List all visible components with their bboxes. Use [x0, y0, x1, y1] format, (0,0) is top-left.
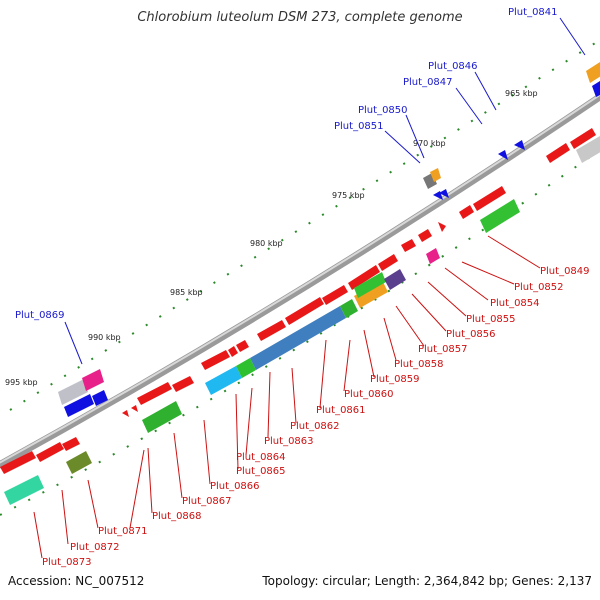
gene-block[interactable] [228, 346, 238, 357]
gene-label-plut-0857[interactable]: Plut_0857 [418, 344, 468, 355]
outer-tick-track [9, 39, 600, 411]
gene-label-plut-0862[interactable]: Plut_0862 [290, 421, 340, 432]
gene-block[interactable] [576, 136, 600, 163]
gene-label-plut-0860[interactable]: Plut_0860 [344, 389, 394, 400]
gene-block[interactable] [426, 248, 440, 264]
genome-backbone-highlight [0, 93, 600, 464]
gene-block[interactable] [285, 297, 324, 325]
gene-label-plut-0867[interactable]: Plut_0867 [182, 496, 232, 507]
gene-block[interactable] [340, 299, 358, 318]
gene-block[interactable] [498, 150, 508, 160]
gene-block[interactable] [439, 189, 449, 198]
gene-label-plut-0868[interactable]: Plut_0868 [152, 511, 202, 522]
gene-label-plut-0858[interactable]: Plut_0858 [394, 359, 444, 370]
scale-label-980: 980 kbp [250, 239, 283, 248]
outer-genes [58, 62, 600, 417]
gene-label-plut-0866[interactable]: Plut_0866 [210, 481, 260, 492]
gene-block[interactable] [201, 350, 230, 370]
gene-block[interactable] [205, 366, 242, 395]
gene-label-plut-0865[interactable]: Plut_0865 [236, 466, 286, 477]
gene-label-plut-0856[interactable]: Plut_0856 [446, 329, 496, 340]
gene-block[interactable] [66, 451, 92, 474]
scale-label-985: 985 kbp [170, 288, 203, 297]
scale-label-990: 990 kbp [88, 333, 121, 342]
gene-block[interactable] [257, 320, 286, 341]
gene-block[interactable] [172, 376, 194, 392]
gene-label-plut-0864[interactable]: Plut_0864 [236, 452, 286, 463]
gene-block[interactable] [82, 369, 104, 391]
gene-label-plut-0859[interactable]: Plut_0859 [370, 374, 420, 385]
gene-label-plut-0869[interactable]: Plut_0869 [15, 310, 65, 321]
gene-block[interactable] [592, 81, 600, 97]
gene-block[interactable] [418, 229, 432, 242]
gene-block[interactable] [4, 475, 44, 505]
gene-block[interactable] [514, 140, 525, 150]
gene-block[interactable] [473, 186, 506, 211]
blue-leaders [64, 17, 586, 365]
red-leaders [33, 235, 541, 559]
gene-block[interactable] [36, 442, 64, 462]
gene-label-plut-0872[interactable]: Plut_0872 [70, 542, 120, 553]
gene-block[interactable] [236, 358, 256, 378]
scale-label-995: 995 kbp [5, 378, 38, 387]
scale-label-975: 975 kbp [332, 191, 365, 200]
gene-block[interactable] [131, 405, 138, 412]
gene-block[interactable] [142, 401, 182, 433]
gene-block[interactable] [64, 394, 94, 417]
gene-block[interactable] [459, 205, 474, 219]
gene-block[interactable] [546, 143, 570, 163]
gene-block[interactable] [354, 272, 386, 298]
gene-block[interactable] [438, 222, 446, 232]
gene-block[interactable] [401, 239, 416, 252]
inner-tick-track [0, 149, 600, 516]
gene-block[interactable] [384, 269, 406, 290]
feature-genes [4, 136, 600, 505]
accession-label: Accession: NC_007512 [8, 574, 145, 588]
gene-block[interactable] [122, 410, 129, 417]
scale-label-965: 965 kbp [505, 89, 538, 98]
gene-block[interactable] [58, 379, 88, 405]
gene-label-plut-0861[interactable]: Plut_0861 [316, 405, 366, 416]
gene-label-plut-0847[interactable]: Plut_0847 [403, 77, 453, 88]
gene-block[interactable] [62, 437, 80, 451]
gene-block[interactable] [480, 199, 520, 233]
gene-label-plut-0854[interactable]: Plut_0854 [490, 298, 540, 309]
gene-label-plut-0841[interactable]: Plut_0841 [508, 7, 558, 18]
gene-block[interactable] [322, 285, 348, 305]
gene-block[interactable] [378, 254, 398, 271]
gene-block[interactable] [250, 306, 346, 370]
gene-block[interactable] [92, 390, 108, 406]
gene-label-plut-0850[interactable]: Plut_0850 [358, 105, 408, 116]
genome-backbone [0, 92, 600, 469]
gene-label-plut-0871[interactable]: Plut_0871 [98, 526, 148, 537]
gene-label-plut-0849[interactable]: Plut_0849 [540, 266, 590, 277]
genome-summary: Topology: circular; Length: 2,364,842 bp… [262, 574, 592, 588]
gene-block[interactable] [586, 62, 600, 83]
gene-label-plut-0855[interactable]: Plut_0855 [466, 314, 516, 325]
gene-block[interactable] [430, 168, 441, 182]
gene-label-plut-0873[interactable]: Plut_0873 [42, 557, 92, 568]
gene-block[interactable] [0, 451, 36, 474]
gene-block[interactable] [236, 340, 249, 352]
scale-label-970: 970 kbp [413, 139, 446, 148]
gene-block[interactable] [354, 280, 388, 308]
gene-block[interactable] [570, 128, 596, 149]
forward-genes [0, 128, 596, 474]
gene-label-plut-0863[interactable]: Plut_0863 [264, 436, 314, 447]
map-title: Chlorobium luteolum DSM 273, complete ge… [137, 10, 463, 25]
gene-label-plut-0852[interactable]: Plut_0852 [514, 282, 564, 293]
gene-block[interactable] [348, 265, 380, 290]
gene-label-plut-0846[interactable]: Plut_0846 [428, 61, 478, 72]
gene-block[interactable] [137, 382, 172, 405]
gene-label-plut-0851[interactable]: Plut_0851 [334, 121, 384, 132]
